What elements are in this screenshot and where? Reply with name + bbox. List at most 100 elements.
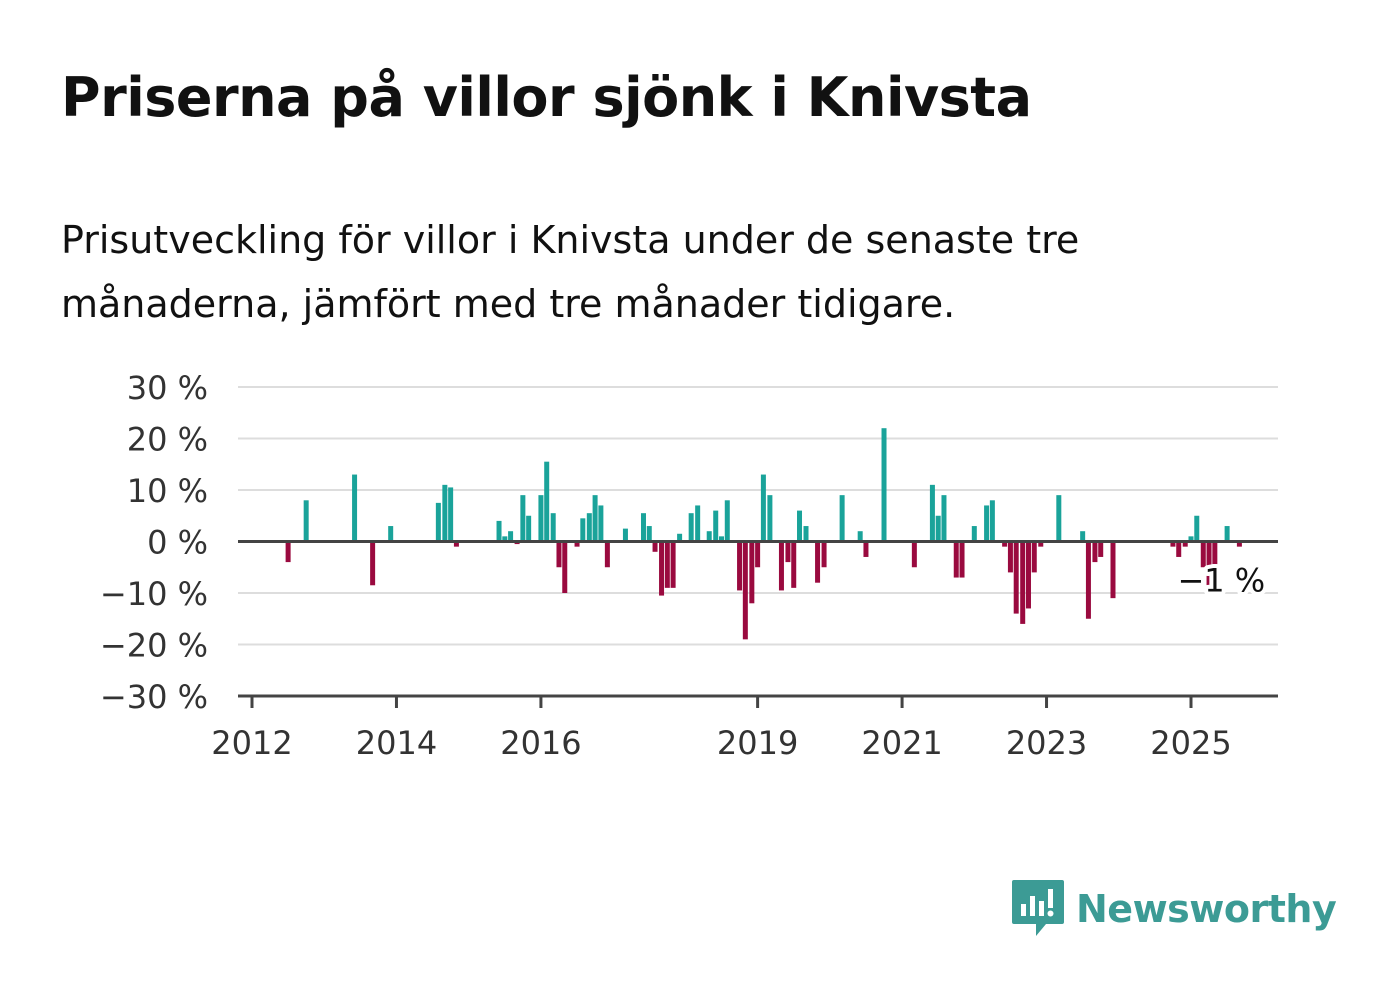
- chart-bar: [1110, 541, 1116, 599]
- chart-bar: [1194, 515, 1200, 542]
- chart-bar: [742, 541, 748, 640]
- chart-bar: [1200, 541, 1206, 568]
- brand-name: Newsworthy: [1076, 887, 1337, 931]
- chart-bar: [935, 515, 941, 542]
- chart-bar: [285, 541, 291, 563]
- chart-bar: [724, 500, 730, 542]
- chart-bar: [737, 541, 743, 591]
- chart-bar: [670, 541, 676, 588]
- chart-bar: [941, 495, 947, 542]
- chart-bar: [839, 495, 845, 542]
- chart-bar: [538, 495, 544, 542]
- latest-value-label: −1 %: [1177, 562, 1265, 600]
- chart-bar: [1025, 541, 1031, 609]
- chart-bar: [370, 541, 376, 586]
- annotation-halo: −1 %: [1177, 562, 1265, 600]
- chart-bar: [580, 518, 586, 542]
- x-tick-label: 2012: [211, 724, 292, 762]
- chart-bars: [285, 428, 1242, 640]
- chart-bar: [544, 461, 550, 542]
- chart-bar: [448, 487, 454, 542]
- chart-bar: [586, 513, 592, 542]
- chart-bar: [442, 484, 448, 542]
- x-tick-label: 2023: [1006, 724, 1087, 762]
- chart-bar: [719, 536, 724, 542]
- chart-bar: [749, 541, 755, 604]
- chart-bar: [1098, 541, 1104, 557]
- chart-bar: [760, 474, 766, 542]
- chart-bar: [713, 510, 719, 542]
- chart-bar: [1013, 541, 1019, 614]
- chart-bar: [556, 541, 562, 568]
- y-tick-label: 10 %: [127, 472, 208, 510]
- chart-bar: [604, 541, 610, 568]
- chart-bar: [520, 495, 526, 542]
- chart-bar: [526, 515, 532, 542]
- chart-bar: [803, 526, 809, 542]
- chart-grid: [238, 386, 1278, 646]
- chart-bar: [695, 505, 701, 542]
- chart-bar: [1176, 541, 1182, 557]
- chart-bar: [911, 541, 917, 568]
- chart-bar: [598, 505, 604, 542]
- chart-bar: [688, 513, 694, 542]
- chart-bar: [959, 541, 965, 578]
- chart-bar: [1188, 536, 1194, 542]
- chart-subtitle: Prisutveckling för villor i Knivsta unde…: [61, 218, 1080, 326]
- y-tick-label: 30 %: [127, 369, 208, 407]
- chart-bar: [659, 541, 665, 596]
- brand: Newsworthy: [1010, 878, 1337, 940]
- x-tick-label: 2021: [861, 724, 942, 762]
- chart-bar: [815, 541, 821, 583]
- y-tick-label: 0 %: [147, 524, 208, 562]
- chart-bar: [453, 541, 459, 547]
- chart-bar: [592, 495, 598, 542]
- chart-bar: [791, 541, 797, 588]
- x-tick-label: 2025: [1150, 724, 1231, 762]
- chart-bar: [984, 505, 990, 542]
- x-tick-label: 2019: [717, 724, 798, 762]
- chart-bar: [622, 528, 628, 542]
- chart-bar: [929, 484, 935, 542]
- chart-bar: [1224, 526, 1230, 542]
- chart-bar: [881, 428, 887, 542]
- chart-bar: [435, 502, 441, 542]
- chart-bar: [677, 533, 683, 542]
- chart-bar: [857, 531, 863, 542]
- chart-bar: [502, 536, 508, 542]
- chart-bar: [989, 500, 995, 542]
- chart-bar: [706, 531, 712, 542]
- chart-bar: [1212, 541, 1218, 568]
- chart-bar: [821, 541, 827, 568]
- chart-bar: [1236, 541, 1242, 547]
- chart-bar: [562, 541, 568, 593]
- chart-bar: [797, 510, 803, 542]
- chart-bar: [652, 541, 658, 552]
- chart-bar: [646, 526, 652, 542]
- chart-bar: [1056, 495, 1062, 542]
- chart-bar: [971, 526, 977, 542]
- x-tick-label: 2014: [356, 724, 437, 762]
- chart-axes: [238, 540, 1278, 708]
- chart-bar: [1170, 541, 1176, 547]
- newsworthy-logo-icon: [1012, 880, 1064, 936]
- chart-bar: [664, 541, 670, 588]
- chart-bar: [1031, 541, 1037, 573]
- chart-bar: [767, 495, 773, 542]
- chart-bar: [640, 513, 646, 542]
- chart-bar: [785, 541, 791, 563]
- chart-bar: [352, 474, 358, 542]
- chart-bar: [1007, 541, 1013, 573]
- x-tick-label: 2016: [500, 724, 581, 762]
- chart-labels: 30 % 20 % 10 % 0 % −10 % −20 % −30 %2012 2014 20…: [100, 369, 1269, 762]
- chart-bar: [1085, 541, 1091, 619]
- chart-bar: [1080, 531, 1086, 542]
- chart-bar: [863, 541, 869, 557]
- chart-bar: [550, 513, 556, 542]
- chart-bar: [1182, 541, 1188, 547]
- chart-bar: [574, 541, 580, 547]
- chart-title: Priserna på villor sjönk i Knivsta: [61, 66, 1032, 129]
- chart-bar: [388, 526, 394, 542]
- chart-bar: [496, 520, 502, 542]
